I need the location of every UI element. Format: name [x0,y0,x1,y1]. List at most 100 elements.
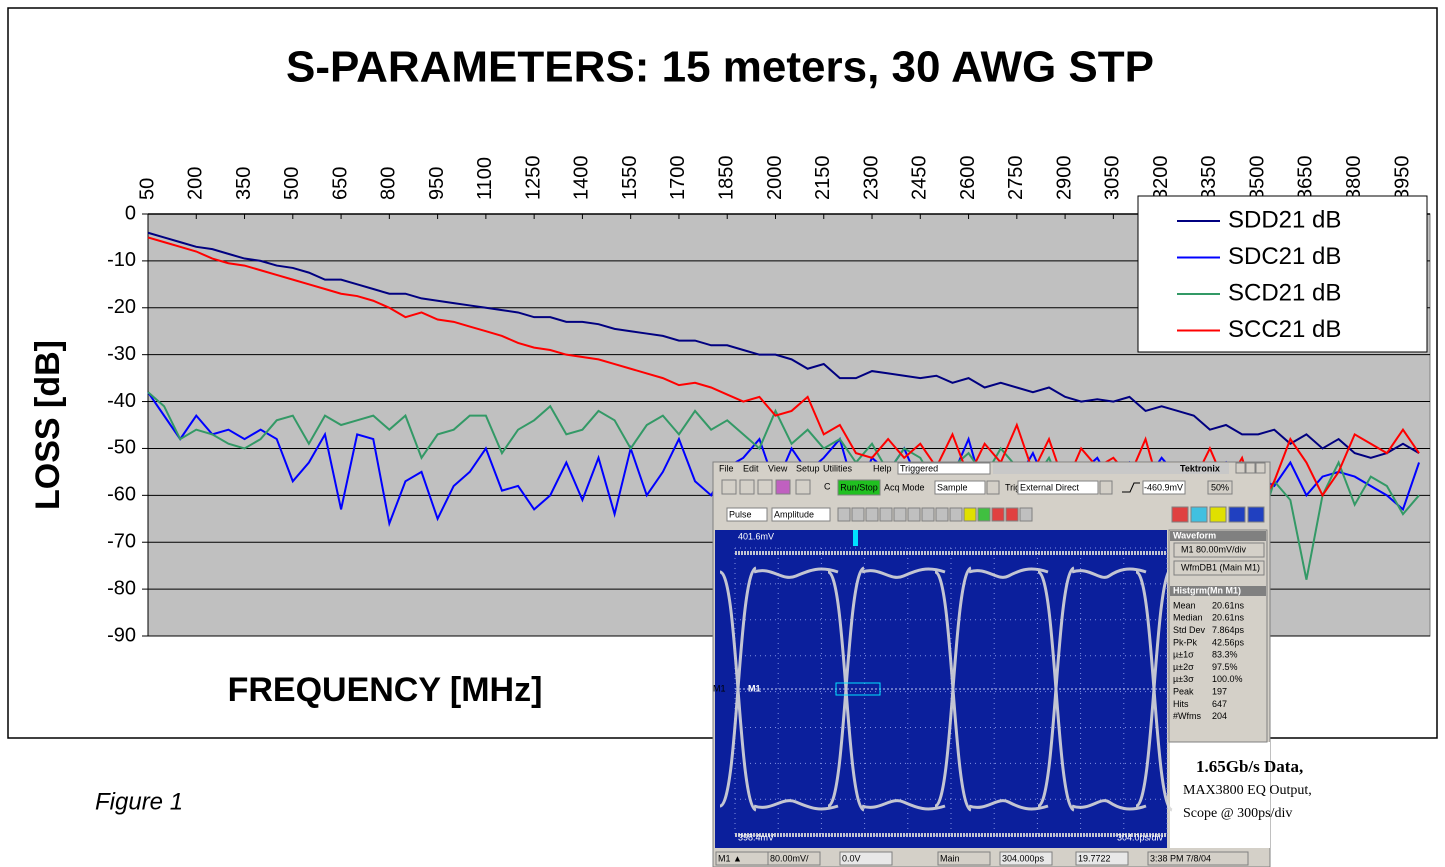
icon[interactable] [796,480,810,494]
menu-item[interactable]: File [719,463,734,473]
y-tick-label: -80 [107,577,136,599]
dropdown[interactable] [987,481,999,494]
x-tick-label: 500 [281,167,303,200]
dropdown[interactable] [1100,481,1112,494]
screen-marker: M1 [748,683,761,693]
x-tick-label: 1850 [715,156,737,201]
x-tick-label: 50 [136,178,158,200]
ref-marker: M1 [713,683,726,693]
x-tick-label: 2600 [957,156,979,201]
menu-item[interactable]: Help [873,463,892,473]
view-icon[interactable] [1210,507,1226,522]
measure-icon[interactable] [992,508,1004,521]
x-tick-label: 2750 [1005,156,1027,201]
menu-item[interactable]: Edit [743,463,759,473]
menu-item[interactable]: View [768,463,788,473]
view-icon[interactable] [1172,507,1188,522]
y-tick-label: -70 [107,531,136,553]
view-icon[interactable] [1191,507,1207,522]
view-icon[interactable] [1229,507,1245,522]
maximize-button[interactable] [1246,463,1255,473]
x-tick-label: 1250 [522,156,544,201]
status-text: 0.0V [842,853,861,863]
stat-value: 20.61ns [1212,600,1245,610]
x-tick-label: 800 [378,167,400,200]
measure-icon[interactable] [1006,508,1018,521]
acq-mode: Sample [937,482,968,492]
stat-label: Median [1173,613,1203,623]
pulse: Pulse [729,509,752,519]
annotation-line: MAX3800 EQ Output, [1183,783,1312,798]
x-tick-label: 2150 [812,156,834,201]
x-tick-label: 2000 [764,156,786,201]
channel-button[interactable]: C [824,481,831,491]
x-tick-label: 3350 [1198,156,1220,201]
stat-value: 100.0% [1212,674,1243,684]
stat-value: 20.61ns [1212,613,1245,623]
measure-icon[interactable] [908,508,920,521]
y-tick-label: -40 [107,390,136,412]
status-text: 3:38 PM 7/8/04 [1150,853,1211,863]
measure-icon[interactable] [866,508,878,521]
measure-icon[interactable] [852,508,864,521]
stat-value: 97.5% [1212,662,1238,672]
measure-icon[interactable] [922,508,934,521]
measure-icon[interactable] [964,508,976,521]
x-tick-label: 3050 [1102,156,1124,201]
minimize-button[interactable] [1236,463,1245,473]
status-bar: M1 ▲80.00mV/0.0VMain304.000ps19.77223:38… [716,852,1248,865]
measure-icon[interactable] [936,508,948,521]
x-tick-label: 3800 [1343,156,1365,201]
stat-value: 83.3% [1212,650,1238,660]
status-text: M1 ▲ [718,853,742,863]
stat-label: Pk-Pk [1173,637,1198,647]
screen-bottom: 398.4mV [738,832,774,842]
toolbar-icons [722,480,810,494]
y-tick-label: -10 [107,249,136,271]
icon[interactable] [758,480,772,494]
measure-icon[interactable] [880,508,892,521]
measure-icon[interactable] [894,508,906,521]
y-tick-label: -90 [107,624,136,646]
page: S-PARAMETERS: 15 meters, 30 AWG STP LOSS… [0,0,1445,867]
menu-item[interactable]: Setup [796,463,820,473]
view-icon[interactable] [1248,507,1264,522]
icon[interactable] [776,480,790,494]
status-text: Main [940,853,960,863]
status-text: 304.000ps [1002,853,1045,863]
close-button[interactable] [1256,463,1265,473]
legend-label: SDC21 dB [1228,243,1341,270]
annotation-line: Scope @ 300ps/div [1183,806,1292,821]
y-tick-label: -50 [107,437,136,459]
screen-top: 401.6mV [738,531,774,541]
x-tick-label: 950 [426,167,448,200]
menu-item[interactable]: Utilities [823,463,853,473]
legend-label: SDD21 dB [1228,206,1341,233]
panel-header: Waveform [1173,530,1216,540]
stat-value: 197 [1212,686,1227,696]
stat-label: µ±3σ [1173,674,1194,684]
stat-label: Std Dev [1173,625,1206,635]
x-tick-label: 3950 [1391,156,1413,201]
x-tick-label: 2900 [1053,156,1075,201]
measure-icon[interactable] [950,508,962,521]
x-axis-label: FREQUENCY [MHz] [228,671,543,709]
y-tick-label: -20 [107,296,136,318]
measure-icon[interactable] [1020,508,1032,521]
x-tick-label: 1100 [474,157,496,200]
panel-item: WfmDB1 (Main M1) [1181,562,1260,572]
icon[interactable] [740,480,754,494]
legend-label: SCD21 dB [1228,279,1341,306]
measure-icon[interactable] [838,508,850,521]
x-tick-label: 1550 [619,156,641,201]
measure-icon[interactable] [978,508,990,521]
acq-label: Acq Mode [884,482,925,492]
x-tick-label: 3500 [1246,156,1268,201]
x-tick-label: 1700 [667,156,689,201]
icon[interactable] [722,480,736,494]
stat-value: 647 [1212,699,1227,709]
brand: Tektronix [1180,463,1220,473]
trigger-marker [853,530,858,546]
timebase: 304.0ps/div [1117,832,1164,842]
trig-source: External Direct [1020,482,1080,492]
